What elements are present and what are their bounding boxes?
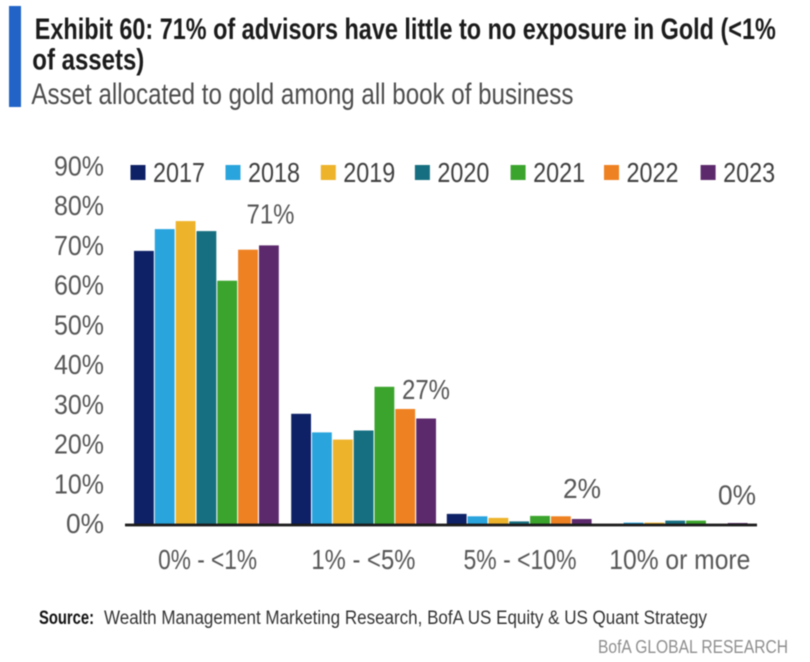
svg-text:2%: 2% bbox=[563, 473, 601, 504]
svg-text:0%: 0% bbox=[66, 508, 104, 539]
svg-text:2021: 2021 bbox=[533, 157, 585, 188]
svg-text:70%: 70% bbox=[54, 230, 104, 261]
svg-text:30%: 30% bbox=[54, 389, 104, 420]
svg-text:60%: 60% bbox=[54, 270, 104, 301]
svg-text:2019: 2019 bbox=[343, 157, 395, 188]
svg-text:2022: 2022 bbox=[627, 157, 679, 188]
svg-text:Source:: Source: bbox=[39, 608, 94, 629]
svg-text:40%: 40% bbox=[54, 349, 104, 380]
svg-text:of assets): of assets) bbox=[32, 44, 144, 77]
svg-text:50%: 50% bbox=[54, 309, 104, 340]
svg-text:Wealth Management Marketing Re: Wealth Management Marketing Research, Bo… bbox=[104, 608, 707, 629]
svg-text:2017: 2017 bbox=[153, 157, 205, 188]
svg-text:27%: 27% bbox=[402, 374, 450, 405]
svg-text:80%: 80% bbox=[54, 190, 104, 221]
svg-text:2020: 2020 bbox=[437, 157, 489, 188]
svg-text:10% or more: 10% or more bbox=[609, 544, 750, 575]
svg-text:90%: 90% bbox=[54, 151, 104, 182]
svg-text:0%: 0% bbox=[718, 480, 756, 511]
svg-text:2023: 2023 bbox=[723, 157, 775, 188]
svg-text:0% - <1%: 0% - <1% bbox=[158, 544, 257, 575]
svg-text:10%: 10% bbox=[54, 468, 104, 499]
svg-text:1% - <5%: 1% - <5% bbox=[311, 544, 415, 575]
svg-text:Asset allocated to gold among: Asset allocated to gold among all book o… bbox=[31, 78, 573, 111]
svg-text:BofA GLOBAL RESEARCH: BofA GLOBAL RESEARCH bbox=[598, 637, 788, 657]
svg-text:71%: 71% bbox=[247, 199, 295, 230]
svg-text:20%: 20% bbox=[54, 429, 104, 460]
svg-text:5% - <10%: 5% - <10% bbox=[464, 544, 577, 575]
svg-text:2018: 2018 bbox=[248, 157, 300, 188]
svg-text:Exhibit 60: 71% of advisors ha: Exhibit 60: 71% of advisors have little … bbox=[35, 13, 776, 46]
